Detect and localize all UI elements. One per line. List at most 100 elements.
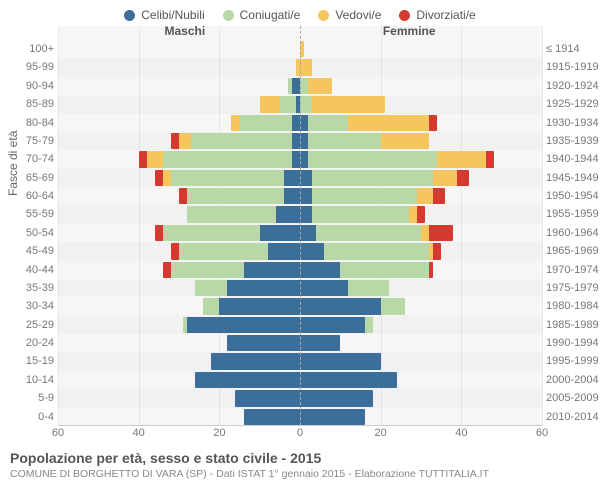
bar-segment	[155, 170, 163, 186]
age-label: 35-39	[18, 279, 54, 297]
year-label: 1995-1999	[546, 352, 600, 370]
bar-segment	[300, 335, 340, 351]
female-bar	[300, 298, 542, 314]
bar-segment	[300, 96, 312, 112]
male-bar	[58, 409, 300, 425]
bar-segment	[244, 262, 300, 278]
female-bar	[300, 59, 542, 75]
female-bar	[300, 353, 542, 369]
x-tick-label: 20	[213, 427, 225, 439]
female-bar	[300, 335, 542, 351]
male-bar	[58, 280, 300, 296]
bar-segment	[308, 133, 381, 149]
bar-segment	[171, 133, 179, 149]
female-bar	[300, 280, 542, 296]
bar-segment	[292, 115, 300, 131]
bar-segment	[312, 170, 433, 186]
bar-segment	[409, 206, 417, 222]
age-label: 60-64	[18, 187, 54, 205]
bar-segment	[437, 151, 485, 167]
bar-segment	[429, 262, 433, 278]
bar-segment	[324, 243, 429, 259]
male-bar	[58, 78, 300, 94]
legend-label: Divorziati/e	[416, 8, 475, 22]
bar-segment	[381, 133, 429, 149]
bar-segment	[179, 188, 187, 204]
bar-segment	[300, 206, 312, 222]
bar-segment	[300, 298, 381, 314]
female-bar	[300, 170, 542, 186]
male-bar	[58, 151, 300, 167]
bar-segment	[203, 298, 219, 314]
bar-segment	[163, 151, 292, 167]
legend-dot	[318, 10, 329, 21]
bar-segment	[365, 317, 373, 333]
x-tick-label: 40	[455, 427, 467, 439]
bar-segment	[171, 262, 244, 278]
age-label: 85-89	[18, 95, 54, 113]
bar-segment	[244, 409, 300, 425]
year-label: 1945-1949	[546, 169, 600, 187]
bar-segment	[284, 170, 300, 186]
male-bar	[58, 225, 300, 241]
bar-segment	[300, 317, 365, 333]
bar-segment	[268, 243, 300, 259]
bar-segment	[300, 188, 312, 204]
bar-segment	[187, 206, 276, 222]
year-label: 1965-1969	[546, 242, 600, 260]
bar-segment	[195, 372, 300, 388]
male-bar	[58, 317, 300, 333]
bar-segment	[300, 225, 316, 241]
x-tick-label: 0	[297, 427, 303, 439]
legend-dot	[124, 10, 135, 21]
bar-segment	[155, 225, 163, 241]
year-label: 1930-1934	[546, 114, 600, 132]
bar-segment	[240, 115, 292, 131]
chart-subtitle: COMUNE DI BORGHETTO DI VARA (SP) - Dati …	[10, 468, 590, 480]
bar-segment	[433, 170, 457, 186]
female-bar	[300, 206, 542, 222]
bar-segment	[300, 59, 312, 75]
bar-segment	[300, 372, 397, 388]
male-bar	[58, 170, 300, 186]
x-tick-label: 40	[133, 427, 145, 439]
year-label: 1940-1944	[546, 150, 600, 168]
male-bar	[58, 353, 300, 369]
bar-segment	[260, 96, 280, 112]
age-label: 90-94	[18, 77, 54, 95]
female-bar	[300, 372, 542, 388]
bar-segment	[486, 151, 494, 167]
male-bar	[58, 243, 300, 259]
year-axis-labels: ≤ 19141915-19191920-19241925-19291930-19…	[546, 40, 600, 426]
bar-segment	[227, 280, 300, 296]
legend-item: Coniugati/e	[223, 8, 301, 22]
header-male: Maschi	[164, 24, 205, 38]
female-bar	[300, 243, 542, 259]
bar-segment	[429, 115, 437, 131]
bar-segment	[348, 280, 388, 296]
legend-dot	[223, 10, 234, 21]
bar-segment	[219, 298, 300, 314]
x-tick-label: 60	[52, 427, 64, 439]
bar-segment	[300, 409, 365, 425]
year-label: 2000-2004	[546, 371, 600, 389]
bar-segment	[300, 78, 308, 94]
male-bar	[58, 188, 300, 204]
age-label: 55-59	[18, 205, 54, 223]
bar-segment	[381, 298, 405, 314]
bar-segment	[171, 170, 284, 186]
bar-segment	[163, 225, 260, 241]
year-label: 1925-1929	[546, 95, 600, 113]
legend-label: Coniugati/e	[240, 8, 301, 22]
bar-segment	[280, 96, 296, 112]
header-female: Femmine	[383, 24, 436, 38]
bar-segment	[292, 78, 300, 94]
bar-segment	[191, 133, 292, 149]
bar-segment	[312, 206, 409, 222]
bar-segment	[179, 243, 268, 259]
age-label: 15-19	[18, 352, 54, 370]
bar-segment	[300, 262, 340, 278]
year-label: 1980-1984	[546, 297, 600, 315]
year-label: ≤ 1914	[546, 40, 600, 58]
male-bar	[58, 298, 300, 314]
